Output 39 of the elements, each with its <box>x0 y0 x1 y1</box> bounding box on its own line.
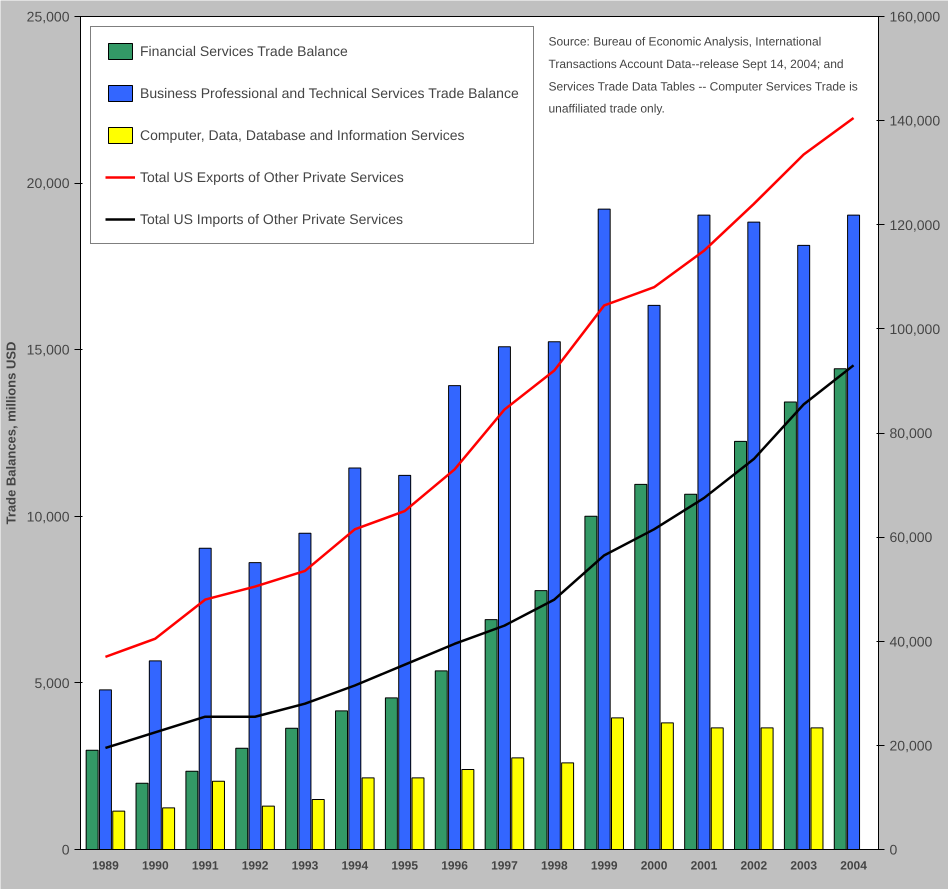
x-tick-label: 1999 <box>590 858 618 872</box>
x-tick-label: 1992 <box>242 858 269 872</box>
annotation: Source: Bureau of Economic Analysis, International Transactions Account Data--release Sept 14, 2004; and Services Trade Data Tables -- Computer Services Trade is unaffiliated trade only. <box>548 34 858 116</box>
y2-tick-label: 100,000 <box>890 320 940 337</box>
y-tick-label: 15,000 <box>26 342 70 358</box>
y-tick-label: 20,000 <box>26 175 70 192</box>
x-tick-label: 1997 <box>491 858 518 872</box>
y2-tick-label: 60,000 <box>890 529 933 546</box>
legend-label: Business Professional and Technical Services Trade Balance <box>140 85 519 101</box>
y2-tick-label: 40,000 <box>890 633 933 650</box>
x-tick-label: 1996 <box>441 858 468 872</box>
y-axis-title: Trade Balances, millions USD <box>4 342 19 524</box>
y2-tick-label: 120,000 <box>890 216 940 233</box>
legend-label: Financial Services Trade Balance <box>140 43 348 59</box>
x-tick-label: 1990 <box>142 858 169 872</box>
x-tick-label: 1998 <box>540 858 568 872</box>
y-tick-label: 0 <box>62 842 70 858</box>
x-tick-label: 1995 <box>391 858 418 872</box>
x-tick-label: 1993 <box>292 858 319 872</box>
y2-tick-label: 80,000 <box>890 425 933 441</box>
legend-label: Computer, Data, Database and Information Services <box>140 127 465 143</box>
y2-tick-label: 20,000 <box>890 737 933 754</box>
y2-tick-label: 160,000 <box>890 8 940 24</box>
x-tick-label: 2001 <box>690 858 718 872</box>
legend-label: Total US Exports of Other Private Services <box>140 169 404 185</box>
y-tick-label: 25,000 <box>26 8 70 24</box>
x-tick-label: 1989 <box>92 858 120 872</box>
y-tick-label: 5,000 <box>34 674 70 691</box>
x-tick-label: 1991 <box>192 858 219 872</box>
x-tick-label: 2000 <box>640 858 668 872</box>
y-tick-label: 10,000 <box>26 508 70 524</box>
line-series <box>104 116 855 658</box>
y2-tick-label: 140,000 <box>890 112 940 129</box>
x-tick-label: 1994 <box>341 858 368 872</box>
x-tick-label: 2003 <box>790 858 818 872</box>
x-tick-label: 2004 <box>840 858 868 872</box>
y2-tick-label: 0 <box>890 842 898 858</box>
legend-label: Total US Imports of Other Private Services <box>140 211 403 227</box>
x-tick-label: 2002 <box>740 858 768 872</box>
